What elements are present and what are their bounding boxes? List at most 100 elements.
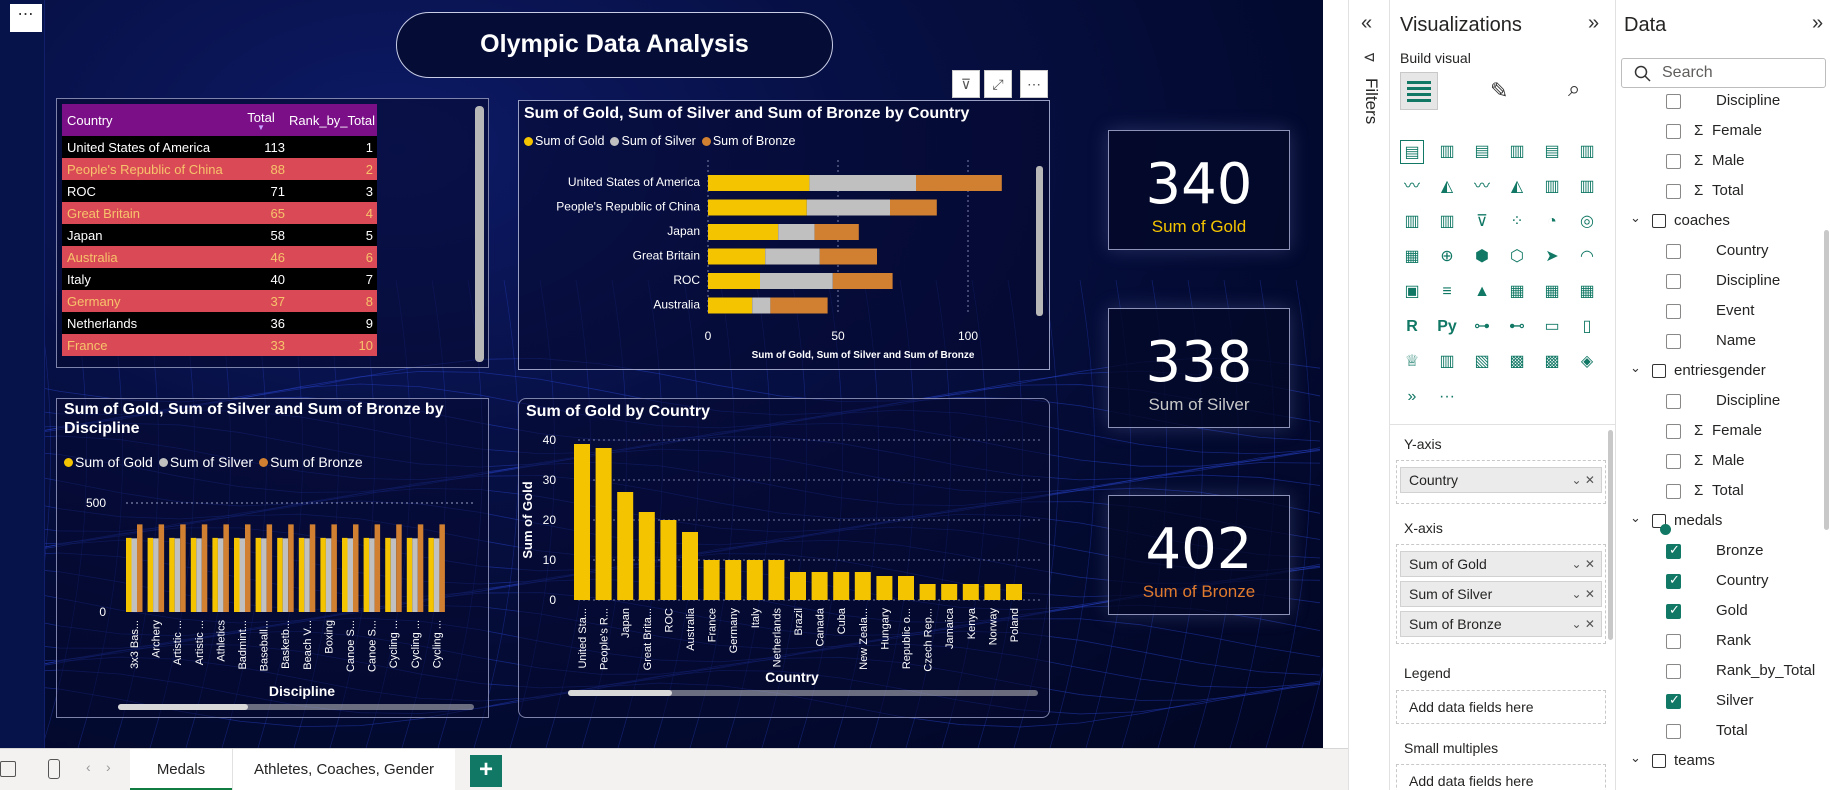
table-row[interactable]: Germany 37 8 bbox=[62, 290, 377, 312]
table-row[interactable]: Great Britain 65 4 bbox=[62, 202, 377, 224]
bar[interactable] bbox=[158, 524, 165, 612]
header-total[interactable]: Total ▼ bbox=[247, 109, 275, 132]
bar[interactable] bbox=[854, 572, 871, 600]
bar[interactable] bbox=[288, 524, 294, 612]
pill-chevron-close-icon[interactable]: ⌄ ✕ bbox=[1571, 587, 1595, 601]
line-column-chart-icon[interactable]: ▥ bbox=[1544, 178, 1560, 195]
add-page-button[interactable]: + bbox=[470, 755, 502, 787]
bar[interactable] bbox=[811, 572, 828, 600]
table-row[interactable]: Japan 58 5 bbox=[62, 224, 377, 246]
bar-segment[interactable] bbox=[708, 248, 766, 265]
y-axis-field-pill[interactable]: Country ⌄ ✕ bbox=[1400, 467, 1602, 493]
table-row[interactable]: People's Republic of China 88 2 bbox=[62, 158, 377, 180]
bar[interactable] bbox=[984, 584, 1001, 600]
field-checkbox[interactable] bbox=[1666, 244, 1681, 259]
bar[interactable] bbox=[174, 538, 181, 612]
filter-icon[interactable]: ⊽ bbox=[952, 70, 980, 98]
field-checkbox[interactable] bbox=[1666, 154, 1681, 169]
search-input[interactable]: Search bbox=[1621, 58, 1826, 88]
bar[interactable] bbox=[212, 537, 218, 612]
chevron-down-icon[interactable]: ⌄ bbox=[1630, 360, 1641, 375]
key-influencers-icon[interactable]: ⊶ bbox=[1474, 318, 1490, 335]
kpi-card[interactable]: 402 Sum of Bronze bbox=[1108, 495, 1290, 615]
bar[interactable] bbox=[790, 572, 806, 600]
bar-segment[interactable] bbox=[809, 175, 916, 191]
bar-segment[interactable] bbox=[806, 199, 890, 216]
python-visual-icon[interactable]: Py bbox=[1437, 318, 1457, 335]
table-node[interactable]: ⌄ entriesgender bbox=[1616, 360, 1826, 384]
100-column-chart-icon[interactable]: ▥ bbox=[1579, 143, 1595, 160]
bar[interactable] bbox=[320, 537, 326, 612]
bar[interactable] bbox=[131, 538, 138, 612]
bar[interactable] bbox=[126, 537, 132, 612]
legend-well[interactable]: Add data fields here bbox=[1396, 690, 1606, 724]
bar[interactable] bbox=[180, 524, 186, 612]
bar[interactable] bbox=[266, 524, 273, 612]
field-checkbox[interactable] bbox=[1666, 454, 1681, 469]
field-node[interactable]: Σ Female bbox=[1616, 420, 1826, 444]
100-bar-chart-icon[interactable]: ▤ bbox=[1544, 143, 1560, 160]
bar[interactable] bbox=[1006, 584, 1022, 600]
small-multiples-well[interactable]: Add data fields here bbox=[1396, 764, 1606, 790]
100-area-chart-icon[interactable]: ◭ bbox=[1510, 178, 1524, 195]
bar[interactable] bbox=[169, 537, 175, 612]
bar-segment[interactable] bbox=[916, 175, 1002, 191]
data-scrollbar[interactable] bbox=[1824, 230, 1829, 530]
map-icon[interactable]: ⊕ bbox=[1440, 248, 1454, 265]
bar[interactable] bbox=[417, 524, 424, 612]
get-more-visuals-icon[interactable]: ◈ bbox=[1580, 353, 1594, 370]
table-scrollbar[interactable] bbox=[475, 106, 484, 362]
waterfall-chart-icon[interactable]: ▥ bbox=[1439, 213, 1455, 230]
pill-chevron-close-icon[interactable]: ⌄ ✕ bbox=[1571, 617, 1595, 631]
bar-segment[interactable] bbox=[832, 273, 893, 289]
r-visual-icon[interactable]: R bbox=[1406, 318, 1418, 335]
stacked-bar-chart-icon[interactable]: ▤ bbox=[1400, 140, 1424, 164]
expand-filters-icon[interactable]: « bbox=[1361, 12, 1373, 34]
bar-segment[interactable] bbox=[708, 199, 807, 216]
multi-row-card-icon[interactable]: ≡ bbox=[1442, 283, 1452, 300]
bar[interactable] bbox=[396, 524, 402, 612]
bar-segment[interactable] bbox=[752, 297, 771, 314]
format-visual-tab-icon[interactable]: ✎ bbox=[1490, 78, 1509, 103]
field-checkbox[interactable] bbox=[1666, 334, 1681, 349]
x-axis-well[interactable] bbox=[1396, 544, 1606, 644]
bar[interactable] bbox=[353, 524, 359, 612]
azure-map-icon[interactable]: ➤ bbox=[1545, 248, 1559, 265]
clustered-bar-chart-icon[interactable]: ▤ bbox=[1474, 143, 1490, 160]
bar[interactable] bbox=[342, 537, 348, 612]
paginated-report-icon[interactable]: ▥ bbox=[1439, 353, 1455, 370]
field-node[interactable]: Total bbox=[1616, 720, 1826, 744]
card-icon[interactable]: ▣ bbox=[1404, 283, 1420, 300]
bar[interactable] bbox=[282, 538, 289, 612]
bar-segment[interactable] bbox=[760, 273, 833, 289]
kpi-icon[interactable]: ▲ bbox=[1474, 283, 1490, 300]
scatter-chart-icon[interactable]: ⁘ bbox=[1510, 213, 1524, 230]
bar[interactable] bbox=[574, 444, 590, 600]
table-row[interactable]: ROC 71 3 bbox=[62, 180, 377, 202]
qa-icon[interactable]: ▭ bbox=[1544, 318, 1560, 335]
field-node[interactable]: Country bbox=[1616, 240, 1826, 264]
gauge-icon[interactable]: ◠ bbox=[1580, 248, 1594, 265]
bar[interactable] bbox=[309, 524, 316, 612]
field-node[interactable]: Discipline bbox=[1616, 90, 1826, 114]
more-options-button[interactable]: ⋯ bbox=[10, 4, 42, 32]
bar[interactable] bbox=[746, 560, 763, 600]
bar[interactable] bbox=[223, 524, 229, 612]
bar[interactable] bbox=[277, 537, 283, 612]
y-axis-well[interactable] bbox=[1396, 460, 1606, 504]
x-axis-field-pill[interactable]: Sum of Bronze ⌄ ✕ bbox=[1400, 611, 1602, 637]
bar[interactable] bbox=[595, 448, 612, 600]
collapse-data-icon[interactable]: » bbox=[1812, 12, 1824, 34]
field-checkbox[interactable] bbox=[1666, 274, 1681, 289]
bar[interactable] bbox=[941, 584, 958, 600]
custom-visual-icon[interactable]: ▩ bbox=[1544, 353, 1560, 370]
bar[interactable] bbox=[439, 524, 445, 612]
field-checkbox[interactable] bbox=[1666, 724, 1681, 739]
decomposition-tree-icon[interactable]: ⊷ bbox=[1509, 318, 1525, 335]
ribbon-chart-icon[interactable]: ▥ bbox=[1404, 213, 1420, 230]
analytics-tab-icon[interactable]: ⌕ bbox=[1568, 76, 1581, 101]
line-chart-icon[interactable]: 〰 bbox=[1403, 178, 1420, 195]
power-automate-flow-icon[interactable]: » bbox=[1407, 388, 1417, 405]
bar-segment[interactable] bbox=[778, 224, 815, 240]
bar[interactable] bbox=[304, 538, 310, 612]
